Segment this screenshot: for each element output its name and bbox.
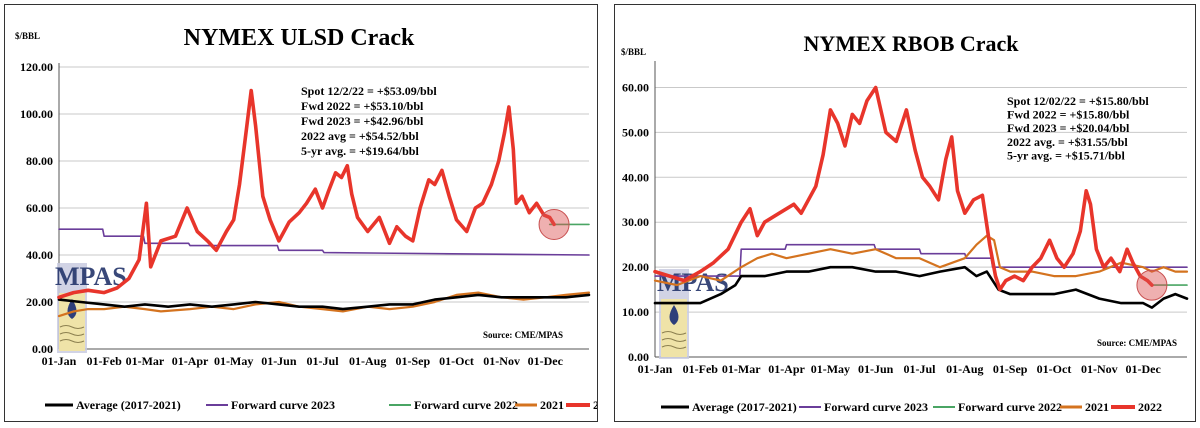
rbob-annotation: Fwd 2022 = +$15.80/bbl [1007,108,1130,122]
rbob-chart: NYMEX RBOB Crack $/BBL 0.00 10.00 20.00 30.00… [621,31,1189,414]
rbob-x-tick-label: 01-Jul [904,362,937,376]
rbob-legend-label-forward-curve-2022: Forward curve 2022 [958,400,1062,414]
ulsd-y-axis-unit: $/BBL [15,31,40,41]
ulsd-annotation: 2022 avg = +$54.52/bbl [301,129,419,143]
ulsd-x-tick-label: 01-Sep [395,354,430,368]
rbob-oil-drop-icon [669,305,679,325]
rbob-x-tick-label: 01-Apr [768,362,805,376]
rbob-y-tick-label: 20.00 [622,260,649,274]
ulsd-x-tick-label: 01-Dec [528,354,564,368]
rbob-x-tick-label: 01-Aug [946,362,983,376]
ulsd-x-tick-label: 01-Oct [439,354,474,368]
rbob-y-tick-label: 50.00 [622,125,649,139]
ulsd-annotation: 5-yr avg. = +$19.64/bbl [301,144,419,158]
ulsd-x-tick-label: 01-Mar [126,354,165,368]
ulsd-chart-panel: NYMEX ULSD Crack $/BBL 0.00 20.00 40.00 60.00… [4,4,598,422]
ulsd-logo-text: MPAS [55,262,127,291]
rbob-x-tick-label: 01-Feb [683,362,719,376]
rbob-legend-label-2022: 2022 [1138,400,1162,414]
ulsd-x-tick-label: 01-Nov [483,354,520,368]
rbob-y-tick-label: 40.00 [622,170,649,184]
ulsd-y-tick-label: 100.00 [20,107,53,121]
rbob-y-tick-label: 10.00 [622,305,649,319]
rbob-series-forward-curve-2023-line [654,243,1188,277]
ulsd-legend-label-2021: 2021 [540,398,564,412]
ulsd-chart: NYMEX ULSD Crack $/BBL 0.00 20.00 40.00 60.00… [15,25,597,412]
rbob-legend-label-forward-curve-2023: Forward curve 2023 [824,400,928,414]
ulsd-y-tick-label: 60.00 [26,201,53,215]
ulsd-mpas-logo: MPAS [55,262,127,353]
rbob-y-tick-label: 0.00 [628,350,649,364]
ulsd-x-tick-label: 01-Aug [349,354,386,368]
rbob-x-tick-label: 01-May [811,362,850,376]
ulsd-annotation: Fwd 2023 = +$42.96/bbl [301,114,424,128]
rbob-spot-marker [1136,269,1168,301]
rbob-x-tick-label: 01-Sep [993,362,1028,376]
ulsd-series-forward-curve-2023-line [58,228,590,256]
rbob-x-tick-label: 01-Oct [1037,362,1072,376]
ulsd-y-tick-label: 20.00 [26,295,53,309]
rbob-chart-panel: NYMEX RBOB Crack $/BBL 0.00 10.00 20.00 30.00… [614,4,1196,422]
ulsd-x-tick-label: 01-Feb [86,354,122,368]
ulsd-legend-label-average-2017-2021: Average (2017-2021) [76,398,181,412]
ulsd-x-tick-label: 01-Jun [261,354,297,368]
rbob-series-average-2017-2021-line [653,265,1189,309]
ulsd-x-tick-label: 01-Jan [42,354,77,368]
ulsd-annotation: Spot 12/2/22 = +$53.09/bbl [301,84,437,98]
ulsd-x-tick-label: 01-May [214,354,253,368]
rbob-annotation: 5-yr avg. = +$15.71/bbl [1007,148,1125,162]
ulsd-x-tick-label: 01-Apr [172,354,209,368]
rbob-annotation: 2022 avg. = +$31.55/bbl [1007,135,1128,149]
ulsd-spot-marker [538,208,570,240]
rbob-x-tick-label: 01-Jun [858,362,894,376]
rbob-x-tick-label: 01-Jan [638,362,673,376]
ulsd-legend-label-forward-curve-2023: Forward curve 2023 [231,398,335,412]
ulsd-source-note: Source: CME/MPAS [483,330,563,340]
ulsd-y-tick-label: 80.00 [26,154,53,168]
rbob-mpas-logo: MPAS [657,268,729,359]
ulsd-legend-label-2022: 2022 [593,398,597,412]
rbob-chart-title: NYMEX RBOB Crack [803,31,1019,56]
ulsd-y-tick-label: 120.00 [20,60,53,74]
ulsd-x-tick-label: 01-Jul [307,354,340,368]
rbob-x-tick-label: 01-Mar [722,362,761,376]
rbob-x-tick-label: 01-Dec [1125,362,1161,376]
rbob-source-note: Source: CME/MPAS [1097,338,1177,348]
rbob-y-tick-label: 60.00 [622,80,649,94]
ulsd-annotation: Fwd 2022 = +$53.10/bbl [301,99,424,113]
rbob-y-tick-label: 30.00 [622,215,649,229]
ulsd-oil-drop-icon [67,299,77,319]
rbob-x-tick-label: 01-Nov [1081,362,1118,376]
rbob-y-axis-unit: $/BBL [621,47,646,57]
rbob-annotation: Spot 12/02/22 = +$15.80/bbl [1007,94,1149,108]
ulsd-series-average-2017-2021-line [57,293,591,311]
ulsd-chart-title: NYMEX ULSD Crack [184,25,415,51]
rbob-legend-label-average-2017-2021: Average (2017-2021) [692,400,797,414]
rbob-legend-label-2021: 2021 [1085,400,1109,414]
ulsd-y-tick-label: 0.00 [32,342,53,356]
ulsd-series-2022-line [57,88,556,300]
ulsd-legend-label-forward-curve-2022: Forward curve 2022 [414,398,518,412]
rbob-annotation: Fwd 2023 = +$20.04/bbl [1007,121,1130,135]
rbob-series-2022-line [653,85,1154,292]
ulsd-y-tick-label: 40.00 [26,248,53,262]
